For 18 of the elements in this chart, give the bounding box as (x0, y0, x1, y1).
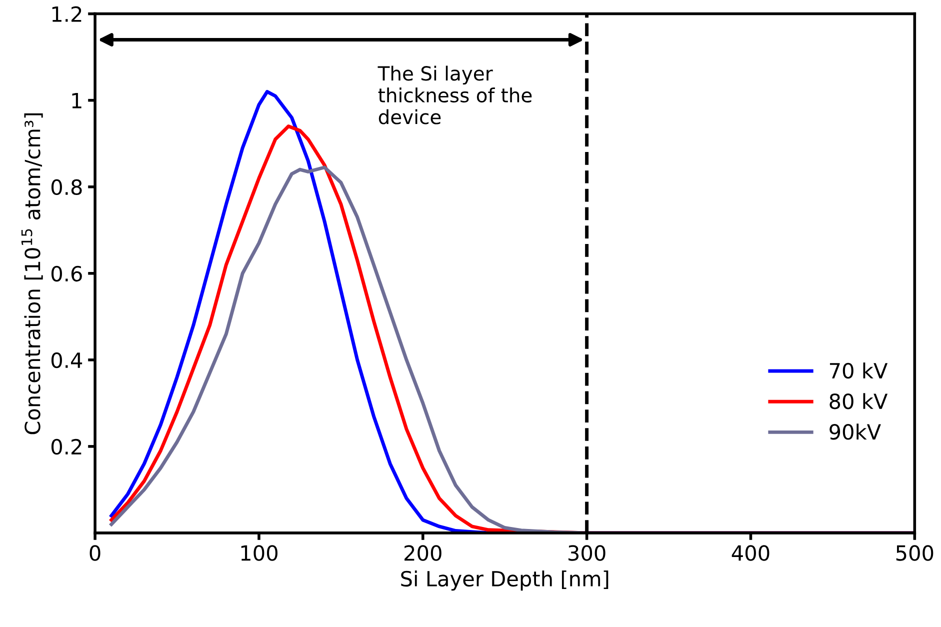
x-tick-label: 200 (404, 545, 442, 561)
y-tick-label: 0.2 (51, 438, 82, 455)
y-tick-label: 0.6 (51, 266, 82, 282)
x-tick-label: 500 (896, 545, 934, 561)
legend-label: 80 kV (830, 393, 888, 410)
annotation: The Si layer thickness of the device (378, 66, 532, 124)
x-tick-label: 400 (732, 545, 770, 561)
y-tick-label: 1.2 (52, 6, 82, 22)
legend-label: 90kV (830, 424, 881, 440)
x-tick-label: 0 (90, 545, 100, 561)
legend-label: 70 kV (830, 362, 888, 379)
x-tick-label: 100 (241, 545, 278, 561)
x-axis-title: Si Layer Depth [nm] (401, 570, 608, 591)
y-axis-title: Concentration [10$^{15}$ atom/cm³] (21, 113, 43, 434)
y-tick-label: 0.8 (51, 179, 82, 196)
x-tick-label: 300 (568, 545, 606, 561)
y-tick-label: 1 (72, 93, 82, 108)
y-tick-label: 0.4 (51, 352, 82, 368)
